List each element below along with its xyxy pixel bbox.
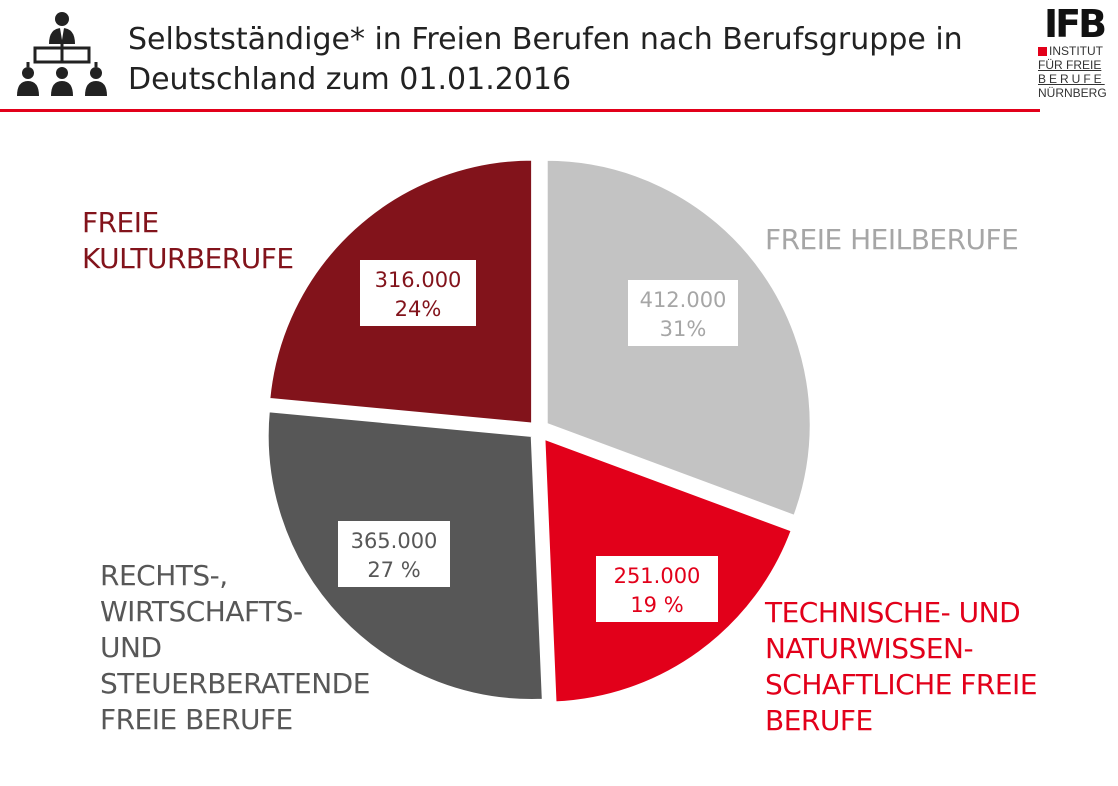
- data-label-box-heil: [628, 280, 738, 346]
- category-label-heil: FREIE HEILBERUFE: [765, 222, 1019, 258]
- data-label-value-kultur: 316.000: [375, 268, 462, 292]
- category-label-line: TECHNISCHE- UND: [765, 596, 1021, 629]
- page-title-line-2: Deutschland zum 01.01.2016: [128, 62, 572, 97]
- category-label-recht: RECHTS-, WIRTSCHAFTS- UND STEUERBERATENDE FR…: [100, 558, 370, 738]
- data-label-recht: 365.000 27 %: [338, 521, 450, 587]
- organization-chart-icon: [17, 12, 107, 96]
- data-label-percent-heil: 31%: [660, 317, 707, 341]
- ifb-logo: IFB INSTITUT FÜR FREIE BERUFE NÜRNBERG: [1038, 4, 1116, 116]
- data-label-value-recht: 365.000: [351, 529, 438, 553]
- data-label-box-recht: [338, 521, 450, 587]
- data-label-heil: 412.000 31%: [628, 280, 738, 346]
- category-label-kultur: FREIE KULTURBERUFE: [82, 205, 294, 277]
- logo-line-2: FÜR FREIE: [1038, 58, 1102, 72]
- data-label-percent-recht: 27 %: [367, 558, 420, 582]
- category-label-line: BERUFE: [765, 704, 873, 737]
- category-label-line: FREIE: [82, 206, 159, 239]
- data-label-technik: 251.000 19 %: [596, 556, 718, 622]
- category-label-technik: TECHNISCHE- UND NATURWISSEN- SCHAFTLICHE F…: [765, 595, 1038, 739]
- category-label-line: RECHTS-,: [100, 559, 228, 592]
- data-label-box-technik: [596, 556, 718, 622]
- logo-line-4: NÜRNBERG: [1038, 86, 1107, 100]
- data-label-kultur: 316.000 24%: [360, 260, 476, 326]
- logo-mark: IFB: [1044, 2, 1107, 46]
- header-divider: [0, 109, 1040, 112]
- category-label-line: UND: [100, 631, 162, 664]
- page-title-line-1: Selbstständige* in Freien Berufen nach B…: [128, 22, 963, 57]
- category-label-line: SCHAFTLICHE FREIE: [765, 668, 1038, 701]
- data-label-value-technik: 251.000: [614, 564, 701, 588]
- data-label-percent-technik: 19 %: [630, 593, 683, 617]
- category-label-line: FREIE HEILBERUFE: [765, 223, 1019, 256]
- category-label-line: WIRTSCHAFTS-: [100, 595, 303, 628]
- data-label-box-kultur: [360, 260, 476, 326]
- logo-line-3: BERUFE: [1038, 72, 1105, 86]
- data-label-value-heil: 412.000: [640, 288, 727, 312]
- category-label-line: STEUERBERATENDE: [100, 667, 370, 700]
- data-label-percent-kultur: 24%: [395, 297, 442, 321]
- logo-line-1: INSTITUT: [1038, 44, 1116, 58]
- category-label-line: FREIE BERUFE: [100, 703, 293, 736]
- category-label-line: NATURWISSEN-: [765, 632, 974, 665]
- category-label-line: KULTURBERUFE: [82, 242, 294, 275]
- page-title: Selbstständige* in Freien Berufen nach B…: [128, 20, 1008, 100]
